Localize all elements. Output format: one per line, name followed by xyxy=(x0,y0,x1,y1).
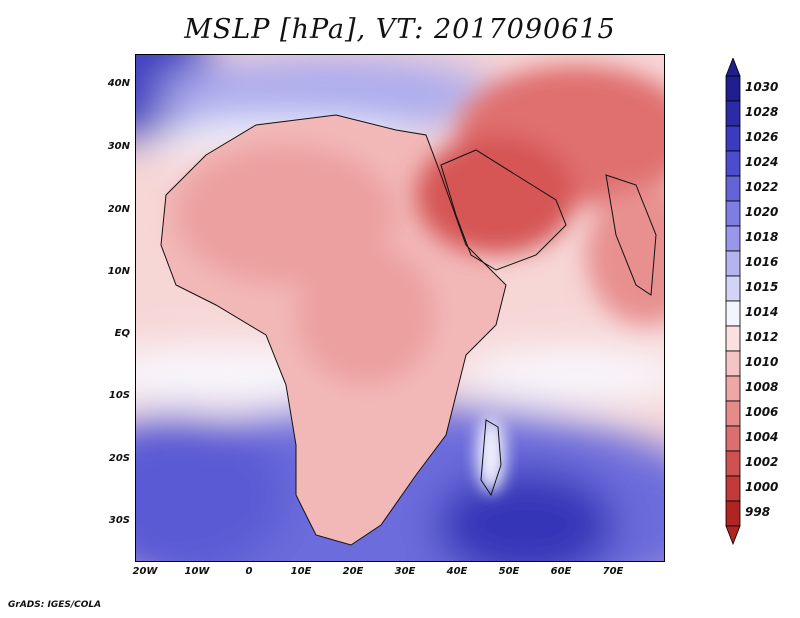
credit-text: GrADS: IGES/COLA xyxy=(8,600,102,610)
colorbar-segment xyxy=(725,350,741,377)
colorbar-segment xyxy=(725,475,741,502)
south-indian-ridge xyxy=(456,347,664,403)
colorbar-segment xyxy=(725,175,741,202)
lon-label: 20E xyxy=(342,566,364,577)
atlantic-high-region xyxy=(136,415,286,561)
africa-coastline xyxy=(160,114,507,546)
map-title: MSLP [hPa], VT: 2017090615 xyxy=(184,14,616,45)
colorbar-segment xyxy=(725,250,741,277)
colorbar-label: 1002 xyxy=(745,455,779,469)
colorbar-segment xyxy=(725,325,741,352)
coastlines xyxy=(160,114,657,546)
lon-label: 70E xyxy=(602,566,624,577)
colorbar-segment xyxy=(725,200,741,227)
arabia-region xyxy=(416,135,576,255)
colorbar-label: 1004 xyxy=(745,430,779,444)
arabia-coastline xyxy=(440,149,567,271)
lon-label: 20W xyxy=(132,566,158,577)
colorbar-segment xyxy=(725,125,741,152)
colorbar-label: 998 xyxy=(745,505,771,519)
lat-label: 20S xyxy=(108,453,130,464)
colorbar-segment xyxy=(725,300,741,327)
madagascar-coastline xyxy=(480,419,502,497)
lon-label: 10W xyxy=(184,566,210,577)
pressure-field-svg xyxy=(136,55,664,561)
lon-label: 40E xyxy=(446,566,468,577)
lat-label: EQ xyxy=(114,328,130,339)
middle-east-low-layer xyxy=(416,65,664,325)
colorbar xyxy=(725,58,741,546)
lon-label: 0 xyxy=(245,566,253,577)
colorbar-segment xyxy=(725,275,741,302)
colorbar-segment xyxy=(725,450,741,477)
colorbar-top-arrow xyxy=(725,58,741,77)
mediterranean-region xyxy=(156,55,496,135)
india-region xyxy=(586,185,664,325)
india-coastline xyxy=(605,174,657,296)
colorbar-label: 1000 xyxy=(745,480,779,494)
colorbar-segment xyxy=(725,100,741,127)
colorbar-segment xyxy=(725,225,741,252)
colorbar-label: 1030 xyxy=(745,80,779,94)
colorbar-segment xyxy=(725,150,741,177)
colorbar-label: 1026 xyxy=(745,130,779,144)
lon-label: 30E xyxy=(394,566,416,577)
lat-label: 30N xyxy=(107,141,130,152)
colorbar-label: 1022 xyxy=(745,180,779,194)
lat-label: 40N xyxy=(107,78,130,89)
madagascar-region xyxy=(477,417,505,493)
colorbar-label: 1016 xyxy=(745,255,779,269)
lat-label: 10S xyxy=(108,390,130,401)
sahel-region xyxy=(296,245,436,385)
colorbar-label: 1015 xyxy=(745,280,779,294)
colorbar-bottom-arrow xyxy=(725,525,741,546)
colorbar-label: 1018 xyxy=(745,230,779,244)
colorbar-segment xyxy=(725,425,741,452)
land-low-layer xyxy=(176,145,436,385)
colorbar-label: 1012 xyxy=(745,330,779,344)
lat-label: 30S xyxy=(108,515,130,526)
colorbar-segment xyxy=(725,75,741,102)
colorbar-segment xyxy=(725,400,741,427)
colorbar-label: 1010 xyxy=(745,355,779,369)
colorbar-label: 1024 xyxy=(745,155,779,169)
colorbar-label: 1008 xyxy=(745,380,779,394)
colorbar-label: 1020 xyxy=(745,205,779,219)
colorbar-segment xyxy=(725,500,741,527)
colorbar-segment xyxy=(725,375,741,402)
lon-label: 60E xyxy=(550,566,572,577)
colorbar-label: 1028 xyxy=(745,105,779,119)
colorbar-label: 1014 xyxy=(745,305,779,319)
colorbar-label: 1006 xyxy=(745,405,779,419)
mslp-map xyxy=(135,54,665,562)
indian-high-region xyxy=(436,470,616,561)
lon-label: 50E xyxy=(498,566,520,577)
lat-label: 10N xyxy=(107,266,130,277)
lat-label: 20N xyxy=(107,204,130,215)
lon-label: 10E xyxy=(290,566,312,577)
